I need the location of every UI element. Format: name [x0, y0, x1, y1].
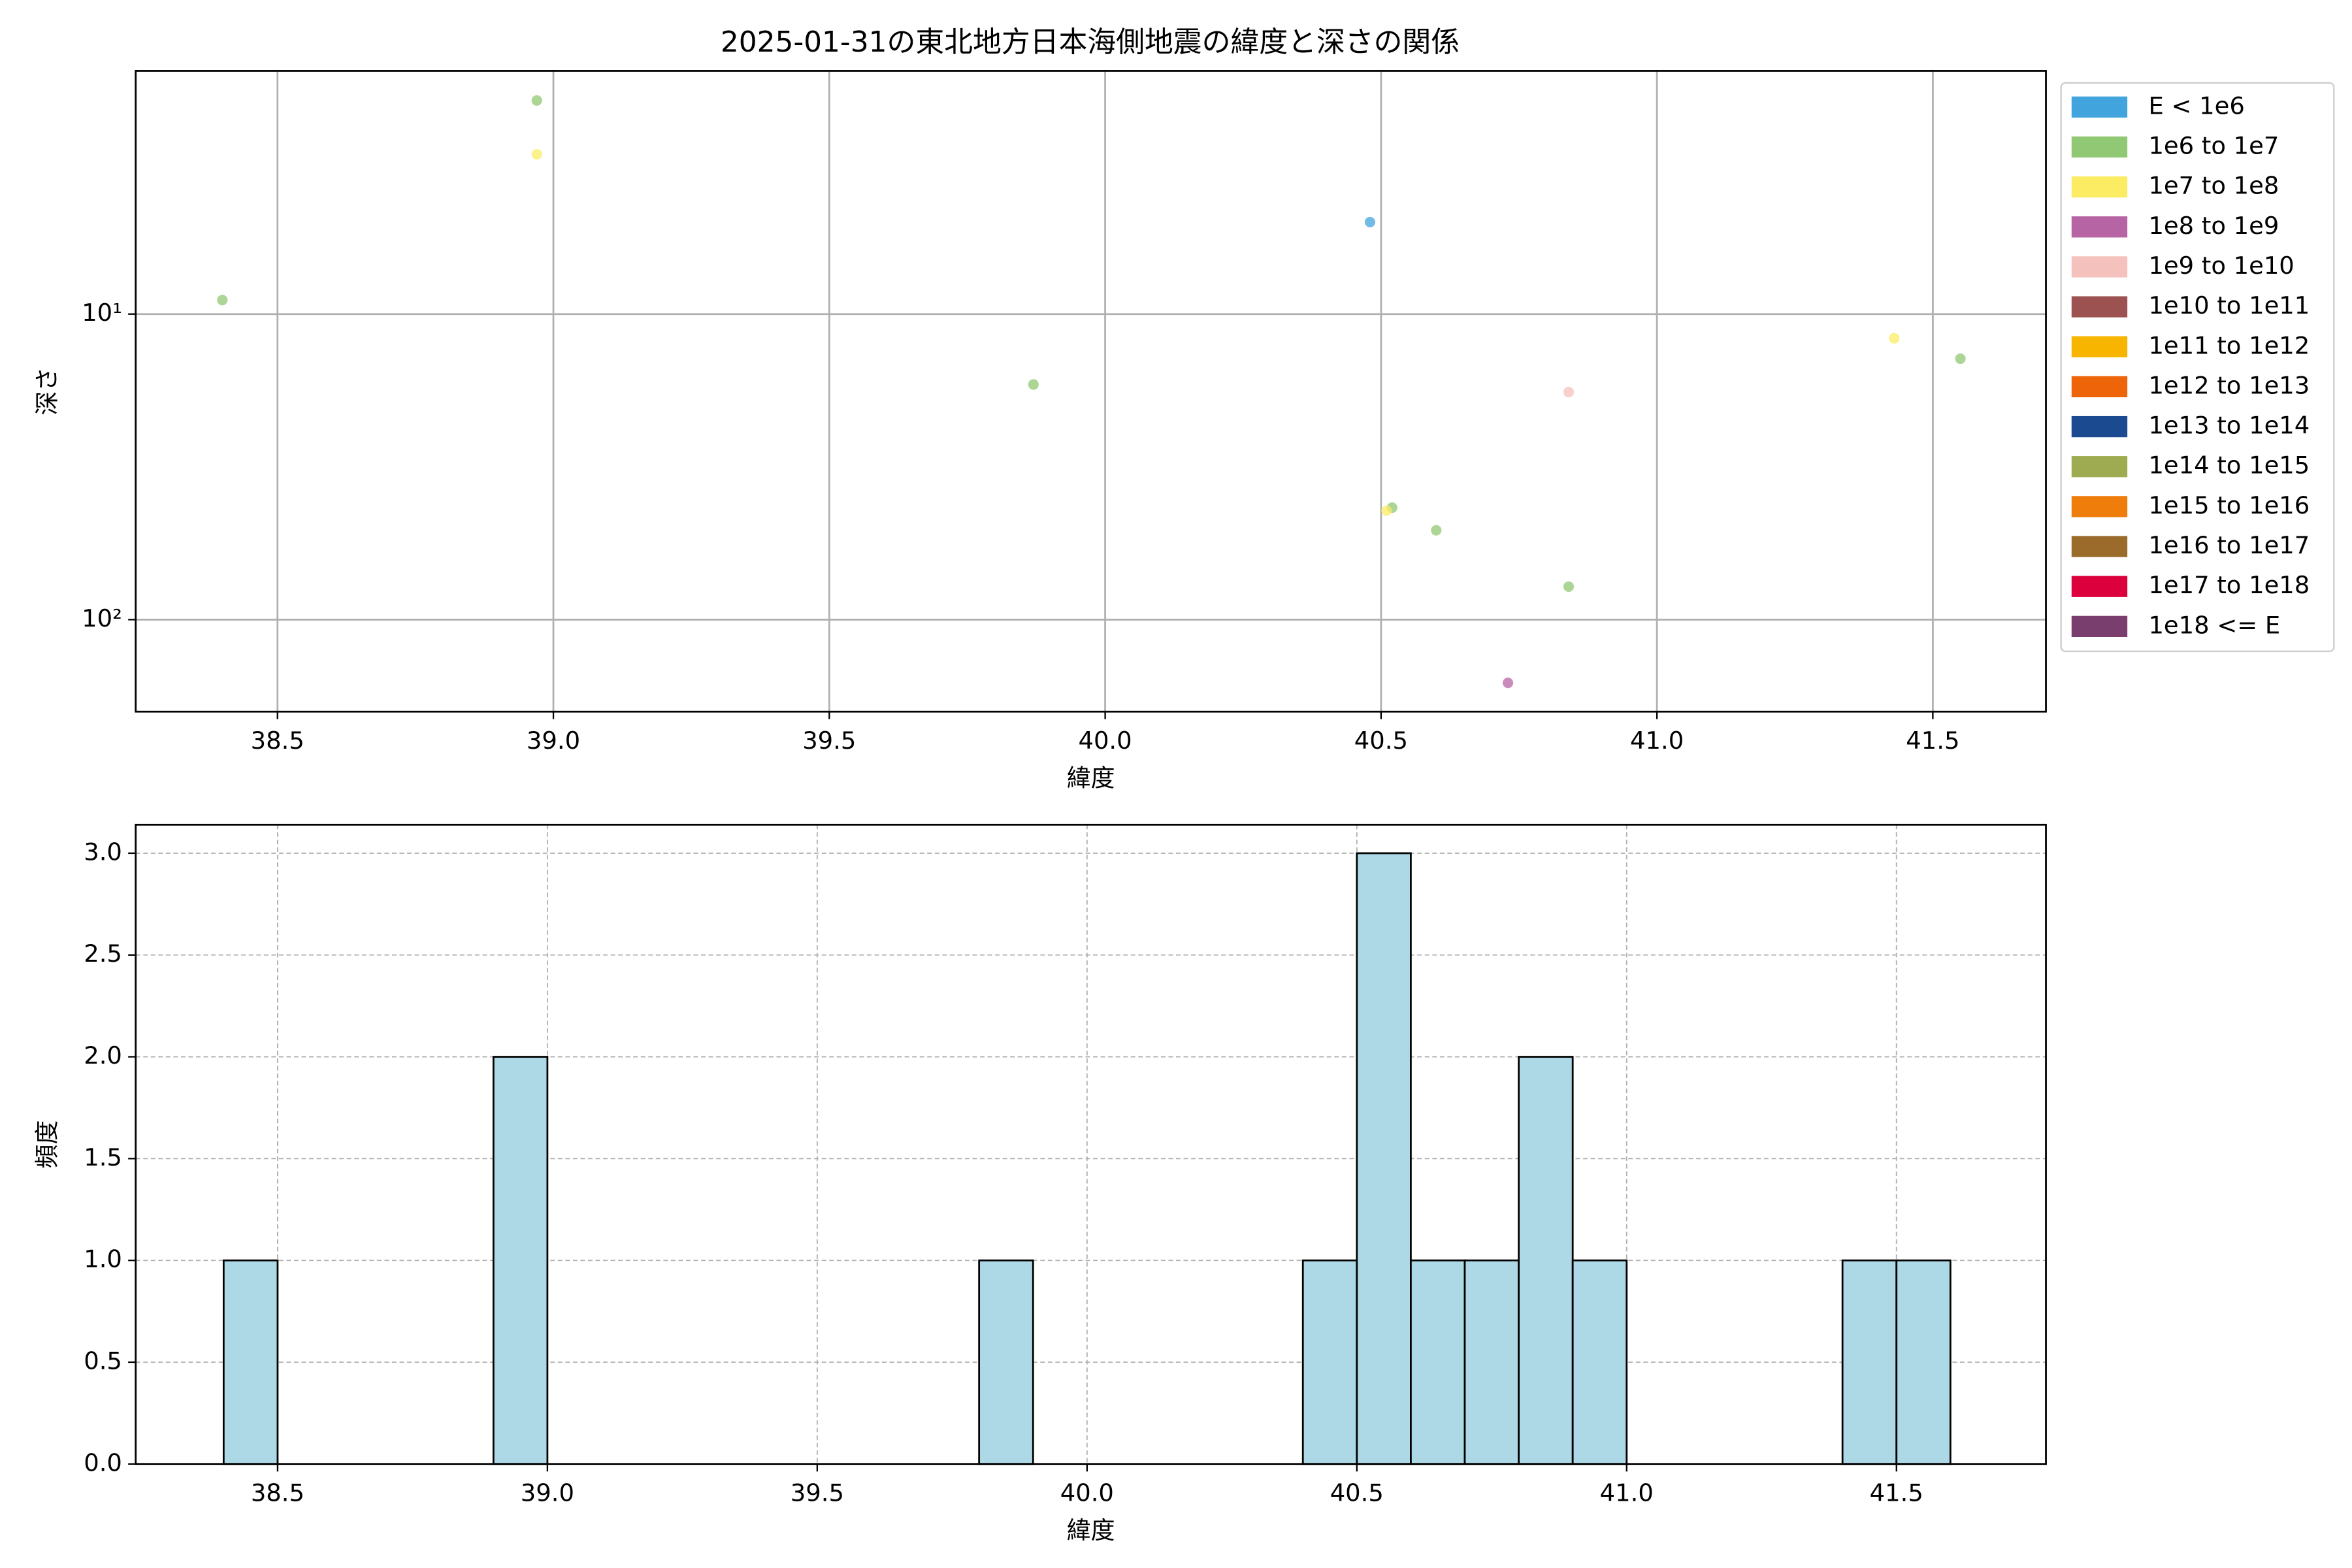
- histogram-bar: [1410, 1259, 1466, 1465]
- x-tick-label: 41.5: [1906, 727, 1959, 755]
- data-point: [1028, 379, 1039, 390]
- chart-title: 2025-01-31の東北地方日本海側地震の緯度と深さの関係: [721, 25, 1460, 59]
- legend-swatch: [2071, 256, 2128, 278]
- histogram-bar: [1356, 852, 1412, 1465]
- legend-swatch: [2071, 176, 2128, 198]
- legend-swatch: [2071, 216, 2128, 238]
- legend-label: 1e18 <= E: [2148, 611, 2280, 639]
- x-tick-label: 39.0: [527, 727, 580, 755]
- data-point: [1955, 353, 1966, 365]
- legend-label: 1e6 to 1e7: [2148, 132, 2279, 160]
- data-point: [1381, 505, 1392, 516]
- histogram-bar: [978, 1259, 1034, 1465]
- legend-label: 1e12 to 1e13: [2148, 371, 2310, 399]
- data-point: [531, 149, 542, 160]
- legend-swatch: [2071, 96, 2128, 118]
- x-tick-label: 40.5: [1354, 727, 1408, 755]
- legend-label: E < 1e6: [2148, 91, 2244, 120]
- histogram-bar: [1571, 1259, 1628, 1465]
- x-tick-label: 41.0: [1630, 727, 1684, 755]
- x-tick-label: 39.5: [791, 1478, 844, 1507]
- y-tick-label: 0.5: [84, 1347, 122, 1375]
- histogram-bar: [1463, 1259, 1520, 1465]
- legend-swatch: [2071, 376, 2128, 398]
- legend-swatch: [2071, 576, 2128, 597]
- data-point: [1563, 387, 1575, 398]
- legend-label: 1e13 to 1e14: [2148, 412, 2310, 440]
- legend-swatch: [2071, 496, 2128, 517]
- legend-label: 1e8 to 1e9: [2148, 212, 2279, 240]
- y-tick-label: 1.5: [84, 1143, 122, 1171]
- x-tick-label: 40.0: [1060, 1478, 1114, 1507]
- y-tick-label: 0.0: [84, 1448, 122, 1477]
- plot-frame: [135, 70, 2047, 713]
- legend-box: [2060, 82, 2335, 653]
- x-tick-label: 39.0: [521, 1478, 574, 1507]
- y-tick-label: 3.0: [84, 838, 122, 866]
- y-tick-label: 2.0: [84, 1041, 122, 1070]
- x-tick-label: 39.5: [802, 727, 856, 755]
- legend-label: 1e15 to 1e16: [2148, 491, 2310, 519]
- x-tick-label: 38.5: [251, 1478, 304, 1507]
- data-point: [217, 295, 228, 306]
- histogram-bar: [222, 1259, 279, 1465]
- legend-label: 1e16 to 1e17: [2148, 531, 2310, 559]
- plot-frame: [135, 823, 2047, 1465]
- legend-swatch: [2071, 456, 2128, 478]
- legend-swatch: [2071, 416, 2128, 438]
- legend-label: 1e11 to 1e12: [2148, 331, 2310, 359]
- legend-label: 1e7 to 1e8: [2148, 172, 2279, 200]
- histogram-bar: [1518, 1056, 1574, 1465]
- histogram-bar: [492, 1056, 549, 1465]
- histogram-bar: [1301, 1259, 1358, 1465]
- legend-label: 1e14 to 1e15: [2148, 451, 2310, 480]
- y-tick-label: 2.5: [84, 939, 122, 968]
- y-axis-label: 頻度: [33, 1120, 61, 1169]
- y-tick-label: 1.0: [84, 1245, 122, 1273]
- x-axis-label: 緯度: [1067, 764, 1115, 792]
- histogram-bar: [1895, 1259, 1952, 1465]
- x-tick-label: 41.5: [1870, 1478, 1923, 1507]
- data-point: [1563, 581, 1575, 593]
- y-tick-label: 10²: [82, 604, 122, 632]
- legend-label: 1e17 to 1e18: [2148, 571, 2310, 599]
- legend-label: 1e10 to 1e11: [2148, 291, 2310, 319]
- data-point: [1431, 525, 1442, 536]
- x-tick-label: 40.0: [1078, 727, 1132, 755]
- x-tick-label: 41.0: [1600, 1478, 1654, 1507]
- legend-swatch: [2071, 615, 2128, 637]
- x-axis-label: 緯度: [1067, 1516, 1115, 1544]
- y-tick-label: 10¹: [82, 299, 122, 327]
- legend-swatch: [2071, 136, 2128, 158]
- data-point: [1889, 333, 1900, 344]
- x-tick-label: 38.5: [251, 727, 304, 755]
- data-point: [1503, 678, 1514, 689]
- legend-label: 1e9 to 1e10: [2148, 252, 2294, 280]
- legend-swatch: [2071, 336, 2128, 357]
- legend-swatch: [2071, 536, 2128, 557]
- y-axis-label: 深さ: [33, 367, 61, 416]
- histogram-bar: [1841, 1259, 1898, 1465]
- x-tick-label: 40.5: [1330, 1478, 1384, 1507]
- legend-swatch: [2071, 296, 2128, 318]
- data-point: [531, 95, 542, 106]
- data-point: [1364, 216, 1376, 227]
